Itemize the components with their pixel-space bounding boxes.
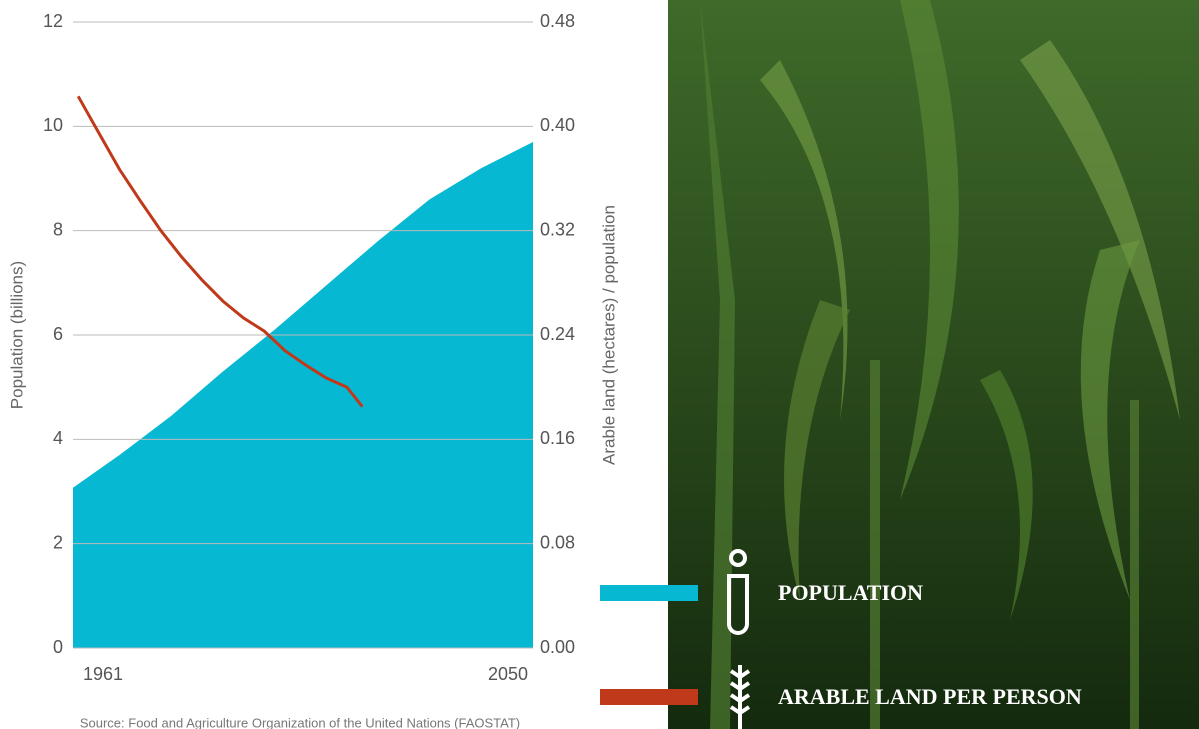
- legend-swatch: [600, 585, 698, 601]
- legend: POPULATION ARABLE LAND PER PERSON: [600, 549, 1082, 729]
- y2-tick-label: 0.00: [540, 637, 575, 657]
- plot: 0 2 4 6 8 10 12 0.00 0.08 0.16 0.24 0.32 0.40 0.48 196…: [43, 11, 575, 684]
- y-tick-label: 8: [53, 219, 63, 239]
- y-tick-label: 6: [53, 324, 63, 344]
- y2-tick-label: 0.24: [540, 324, 575, 344]
- population-area: [73, 142, 533, 648]
- photo-background: [668, 0, 1199, 729]
- wheat-icon: [729, 665, 751, 729]
- y-tick-label: 0: [53, 637, 63, 657]
- y2-tick-label: 0.08: [540, 532, 575, 552]
- y2-tick-label: 0.32: [540, 219, 575, 239]
- y-tick-label: 2: [53, 532, 63, 552]
- source-note: Source: Food and Agriculture Organizatio…: [80, 715, 520, 729]
- y-axis-title: Population (billions): [7, 261, 26, 409]
- legend-label: ARABLE LAND PER PERSON: [778, 684, 1082, 709]
- arable-line: [76, 95, 364, 408]
- y-tick-label: 10: [43, 115, 63, 135]
- y-tick-label: 12: [43, 11, 63, 31]
- person-icon: [727, 549, 749, 635]
- x-tick-label: 1961: [83, 664, 123, 684]
- y-tick-label: 4: [53, 428, 63, 448]
- y2-tick-label: 0.48: [540, 11, 575, 31]
- y2-tick-label: 0.16: [540, 428, 575, 448]
- x-tick-label: 2050: [488, 664, 528, 684]
- y2-axis-title: Arable land (hectares) / population: [599, 205, 618, 465]
- legend-swatch: [600, 689, 698, 705]
- legend-label: POPULATION: [778, 580, 923, 605]
- y2-tick-label: 0.40: [540, 115, 575, 135]
